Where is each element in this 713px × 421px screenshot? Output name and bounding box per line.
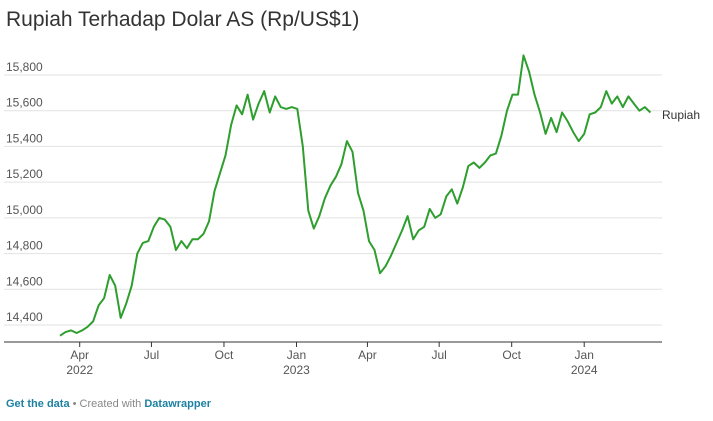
footer-separator: • bbox=[69, 398, 80, 410]
series-line-rupiah bbox=[59, 54, 652, 337]
y-tick-label: 15,600 bbox=[6, 96, 43, 110]
x-tick-label: Oct bbox=[502, 348, 521, 362]
y-tick-label: 15,200 bbox=[6, 167, 43, 181]
line-chart: 14,400 14,600 14,800 15,000 15,200 15,400 15,6… bbox=[4, 54, 700, 377]
datawrapper-link[interactable]: Datawrapper bbox=[144, 398, 211, 410]
x-tick-year-label: 2024 bbox=[571, 363, 598, 377]
x-tick-label: Jul bbox=[431, 348, 446, 362]
y-axis: 14,400 14,600 14,800 15,000 15,200 15,400 15,6… bbox=[6, 60, 43, 324]
y-tick-label: 15,000 bbox=[6, 203, 43, 217]
x-tick-label: Jan bbox=[575, 348, 594, 362]
series-label: Rupiah bbox=[662, 108, 700, 122]
y-tick-label: 15,400 bbox=[6, 131, 43, 145]
x-tick-label: Jul bbox=[144, 348, 159, 362]
x-tick-year-label: 2023 bbox=[283, 363, 310, 377]
footer: Get the data • Created with Datawrapper bbox=[6, 398, 211, 410]
y-tick-label: 14,600 bbox=[6, 274, 43, 288]
x-tick-label: Oct bbox=[215, 348, 234, 362]
get-data-link[interactable]: Get the data bbox=[6, 398, 70, 410]
created-with-text: Created with bbox=[79, 398, 145, 410]
y-tick-label: 15,800 bbox=[6, 60, 43, 74]
x-tick-year-label: 2022 bbox=[66, 363, 93, 377]
y-tick-label: 14,400 bbox=[6, 310, 43, 324]
y-tick-label: 14,800 bbox=[6, 239, 43, 253]
x-tick-label: Apr bbox=[70, 348, 89, 362]
chart-title: Rupiah Terhadap Dolar AS (Rp/US$1) bbox=[6, 8, 360, 31]
x-tick-label: Apr bbox=[358, 348, 377, 362]
x-tick-label: Jan bbox=[287, 348, 306, 362]
series-group bbox=[59, 54, 652, 337]
